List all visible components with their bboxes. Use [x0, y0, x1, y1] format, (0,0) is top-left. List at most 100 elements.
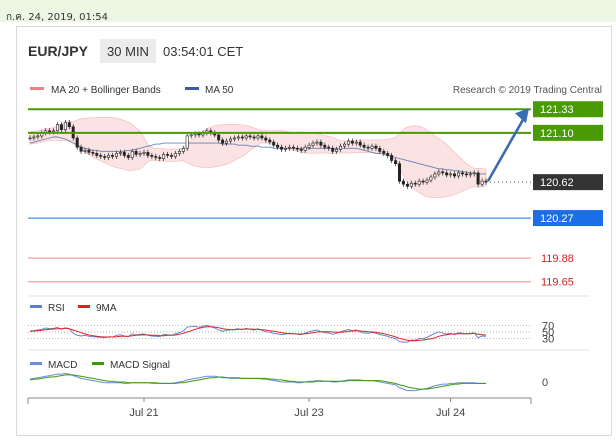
candle	[162, 151, 166, 162]
candle	[95, 150, 99, 159]
candle	[338, 143, 342, 152]
rsi-tick-label: 50	[542, 327, 554, 339]
candle	[303, 144, 307, 153]
candle	[378, 145, 382, 154]
rsi-tick-label: 30	[542, 334, 554, 346]
rsi-tick-label: 70	[542, 320, 554, 332]
candle	[323, 142, 327, 150]
candle	[55, 122, 59, 134]
candle	[315, 139, 319, 146]
candle	[476, 170, 480, 187]
candle	[170, 152, 174, 160]
candle	[460, 170, 464, 177]
candle	[276, 142, 280, 150]
candle	[472, 170, 476, 177]
interval-box[interactable]	[100, 39, 156, 63]
candle	[173, 150, 177, 160]
candle	[229, 136, 233, 144]
candle	[386, 150, 390, 159]
candle	[350, 138, 354, 146]
support-3-label: 119.65	[541, 277, 574, 289]
candle	[240, 134, 244, 141]
candle	[299, 146, 303, 153]
timestamp: ก.ค. 24, 2019, 01:54	[6, 12, 108, 23]
candle	[362, 142, 366, 150]
candle	[409, 180, 413, 189]
candle	[374, 143, 378, 151]
chart-frame	[16, 26, 612, 436]
candle	[307, 142, 311, 150]
candle	[154, 153, 158, 161]
candle	[425, 177, 429, 185]
candle	[244, 133, 248, 141]
candle	[146, 149, 150, 159]
candle	[413, 180, 417, 187]
target-2-label: 121.33	[540, 104, 574, 116]
forecast-arrow-head	[515, 108, 529, 124]
support-1-label: 120.27	[540, 213, 574, 225]
candle	[236, 134, 240, 141]
candle	[134, 148, 138, 157]
macd-panel: 0	[29, 372, 548, 392]
ma20-legend-label: MA 20 + Bollinger Bands	[51, 85, 161, 96]
rsi-ma-legend-swatch	[78, 305, 90, 308]
candle	[437, 169, 441, 177]
candle	[177, 148, 181, 156]
target-1-label: 121.10	[540, 128, 574, 140]
macd-legend-swatch	[30, 362, 42, 365]
x-axis: Jul 21 Jul 23 Jul 24	[27, 398, 532, 419]
target-2-tag	[533, 101, 603, 118]
current-price-tag	[533, 174, 603, 191]
candle	[346, 138, 350, 147]
symbol-label: EUR/JPY	[28, 43, 89, 59]
target-1-tag	[533, 124, 603, 141]
candle	[291, 144, 295, 151]
macd-signal-legend-label: MACD Signal	[110, 360, 170, 371]
candle	[158, 154, 162, 162]
candle	[91, 149, 95, 156]
candle	[394, 158, 398, 167]
forecast-arrow-shaft	[486, 115, 527, 182]
candle	[429, 174, 433, 183]
macd-legend-label: MACD	[48, 360, 77, 371]
candle	[67, 120, 71, 130]
candle	[342, 141, 346, 149]
macd-tick-label: 0	[542, 377, 548, 389]
candle	[264, 135, 268, 143]
candle	[445, 170, 449, 178]
candle	[225, 138, 229, 146]
rsi-line	[29, 324, 487, 343]
price-levels: 121.33 121.10 120.62 120.27 119.88 119.65	[28, 101, 603, 289]
candle	[295, 145, 299, 152]
candle	[331, 145, 335, 154]
candle	[366, 144, 370, 151]
candle	[103, 153, 107, 161]
x-tick-label: Jul 21	[129, 407, 158, 419]
candle	[272, 139, 276, 148]
candle	[441, 169, 445, 176]
credit-text: Research © 2019 Trading Central	[453, 85, 602, 96]
candle	[382, 148, 386, 156]
candle	[260, 133, 264, 141]
candle	[138, 150, 142, 157]
support-1-tag	[533, 210, 603, 227]
candle	[232, 135, 236, 142]
x-tick-label: Jul 23	[294, 407, 323, 419]
candle	[354, 139, 358, 146]
rsi-legend-swatch	[30, 305, 42, 308]
support-2-label: 119.88	[541, 253, 574, 265]
candle	[283, 145, 287, 152]
rsi-ma-line	[29, 326, 487, 342]
candle	[111, 152, 115, 160]
candle	[421, 178, 425, 185]
candle	[358, 139, 362, 148]
candle	[311, 140, 315, 148]
macd-line	[29, 372, 486, 392]
candle	[217, 132, 221, 143]
candle	[36, 133, 40, 140]
candle	[370, 143, 374, 151]
price-panel	[28, 117, 488, 198]
candle	[79, 144, 83, 154]
